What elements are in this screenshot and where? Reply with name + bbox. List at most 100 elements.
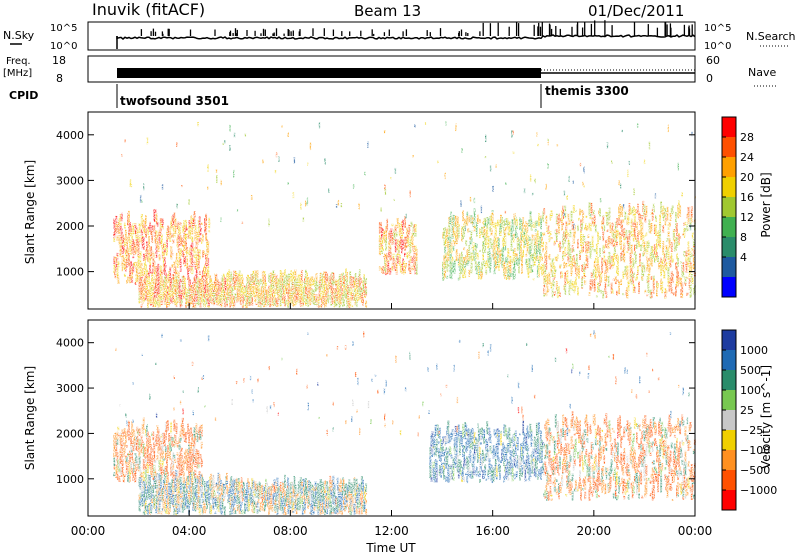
range-cell: [679, 236, 682, 239]
range-cell: [153, 494, 156, 509]
range-cell: [304, 276, 306, 283]
range-cell: [246, 287, 248, 294]
range-cell: [521, 456, 523, 462]
range-cell: [159, 285, 162, 289]
range-cell: [484, 453, 487, 462]
range-cell: [283, 506, 285, 514]
range-cell: [548, 231, 551, 243]
nsky-trace: [116, 20, 696, 49]
range-cell: [189, 449, 192, 461]
range-cell: [588, 463, 591, 467]
range-cell: [285, 495, 287, 503]
range-cell: [466, 216, 469, 226]
range-cell: [170, 297, 173, 304]
range-cell: [410, 235, 413, 248]
range-cell: [600, 271, 603, 279]
scatter-cell: [445, 121, 447, 126]
range-cell: [281, 272, 284, 282]
range-cell: [191, 471, 194, 485]
range-cell: [130, 275, 133, 280]
range-cell: [632, 213, 635, 216]
range-cell: [669, 212, 672, 221]
range-cell: [265, 297, 267, 307]
range-cell: [279, 287, 282, 301]
range-cell: [338, 482, 341, 497]
range-cell: [187, 475, 189, 486]
range-cell: [512, 249, 515, 252]
range-cell: [313, 294, 316, 303]
beam-title: Beam 13: [354, 2, 421, 20]
range-cell: [523, 224, 526, 227]
range-cell: [287, 485, 290, 490]
range-cell: [528, 472, 531, 482]
range-cell: [205, 273, 207, 287]
range-cell: [232, 286, 235, 292]
range-cell: [351, 498, 354, 512]
range-cell: [682, 271, 685, 278]
range-cell: [196, 257, 199, 270]
range-cell: [631, 207, 634, 214]
range-cell: [683, 222, 686, 226]
range-cell: [217, 505, 220, 512]
range-cell: [308, 286, 311, 298]
range-cell: [176, 488, 179, 492]
range-cell: [511, 463, 514, 472]
range-cell: [137, 275, 140, 280]
range-cell: [632, 260, 635, 268]
range-cell: [348, 491, 351, 500]
range-cell: [206, 489, 208, 492]
range-cell: [333, 488, 336, 502]
range-cell: [300, 498, 303, 505]
range-cell: [244, 505, 246, 511]
range-cell: [136, 269, 139, 282]
range-cell: [292, 294, 295, 307]
range-cell: [150, 231, 153, 235]
range-cell: [490, 228, 493, 236]
range-cell: [483, 470, 486, 479]
range-cell: [408, 224, 411, 235]
range-cell: [583, 478, 586, 487]
range-cell: [514, 230, 517, 239]
range-cell: [115, 263, 118, 271]
range-cell: [280, 497, 283, 508]
range-cell: [457, 277, 460, 281]
range-cell: [489, 216, 492, 227]
range-cell: [158, 479, 161, 492]
range-cell: [225, 476, 227, 485]
range-cell: [137, 239, 140, 248]
scatter-cell: [537, 143, 539, 147]
range-cell: [534, 228, 537, 232]
range-cell: [552, 436, 555, 444]
range-cell: [520, 233, 522, 247]
range-cell: [496, 443, 499, 449]
range-cell: [586, 465, 589, 470]
range-cell: [480, 276, 482, 280]
range-cell: [192, 451, 195, 465]
range-cell: [465, 459, 468, 465]
range-cell: [175, 423, 178, 431]
range-cell: [415, 261, 418, 275]
range-cell: [220, 295, 223, 308]
scatter-cell: [534, 178, 536, 184]
range-cell: [530, 239, 533, 250]
range-cell: [178, 454, 181, 467]
range-cell: [414, 261, 417, 268]
range-cell: [569, 485, 572, 495]
range-cell: [406, 234, 409, 248]
range-cell: [526, 445, 529, 451]
range-cell: [179, 493, 182, 498]
range-cell: [264, 281, 266, 295]
range-cell: [147, 450, 149, 464]
range-cell: [574, 277, 577, 288]
range-cell: [196, 431, 199, 443]
range-cell: [533, 239, 536, 252]
range-cell: [155, 476, 158, 483]
range-cell: [149, 282, 151, 296]
range-cell: [575, 420, 578, 434]
range-cell: [529, 268, 532, 273]
range-cell: [652, 281, 655, 294]
range-cell: [173, 454, 176, 459]
range-cell: [488, 248, 491, 260]
range-cell: [653, 244, 656, 255]
range-cell: [284, 277, 286, 285]
